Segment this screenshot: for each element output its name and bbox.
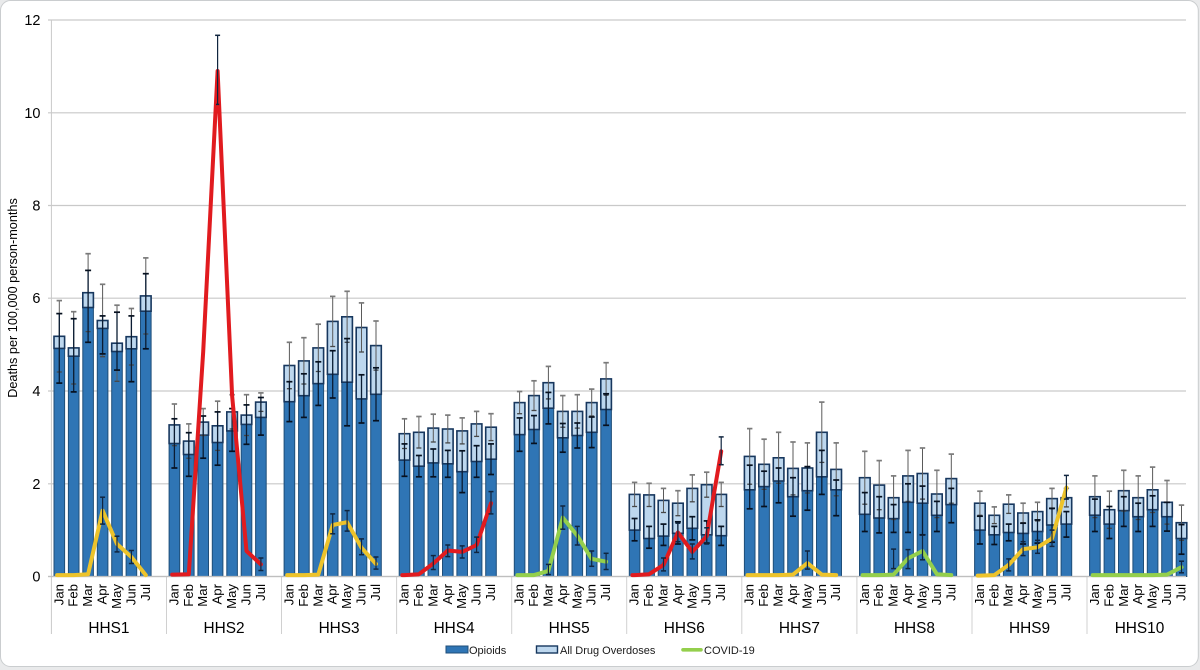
svg-text:Jun: Jun (239, 584, 254, 605)
svg-text:May: May (1030, 584, 1045, 609)
svg-text:Apr: Apr (95, 583, 110, 604)
svg-text:May: May (684, 584, 699, 609)
svg-text:HHS6: HHS6 (664, 620, 705, 637)
svg-text:HHS8: HHS8 (894, 620, 935, 637)
svg-text:Apr: Apr (440, 583, 455, 604)
svg-text:Jun: Jun (1044, 584, 1059, 605)
svg-text:Mar: Mar (886, 583, 901, 606)
svg-text:May: May (454, 584, 469, 609)
svg-text:Jan: Jan (512, 584, 527, 605)
svg-text:Apr: Apr (1015, 583, 1030, 604)
svg-text:Feb: Feb (756, 584, 771, 607)
svg-text:Jul: Jul (598, 584, 613, 601)
svg-text:Feb: Feb (66, 584, 81, 607)
svg-text:Jun: Jun (354, 584, 369, 605)
svg-text:Jun: Jun (123, 584, 138, 605)
svg-text:Mar: Mar (1001, 583, 1016, 606)
svg-text:May: May (109, 584, 124, 609)
svg-text:Jul: Jul (713, 584, 728, 601)
svg-text:Jun: Jun (929, 584, 944, 605)
svg-text:HHS4: HHS4 (434, 620, 475, 637)
svg-text:HHS7: HHS7 (779, 620, 820, 637)
svg-text:Apr: Apr (785, 583, 800, 604)
svg-text:0: 0 (32, 570, 40, 586)
svg-text:Jan: Jan (281, 584, 296, 605)
svg-text:Feb: Feb (986, 584, 1001, 607)
svg-text:May: May (569, 584, 584, 609)
svg-text:Jul: Jul (253, 584, 268, 601)
svg-text:4: 4 (32, 384, 40, 400)
svg-text:Mar: Mar (1116, 583, 1131, 606)
svg-text:Jan: Jan (397, 584, 412, 605)
svg-text:Feb: Feb (181, 584, 196, 607)
svg-text:HHS3: HHS3 (319, 620, 360, 637)
svg-text:May: May (799, 584, 814, 609)
svg-text:Apr: Apr (900, 583, 915, 604)
svg-text:Feb: Feb (526, 584, 541, 607)
svg-text:Opioids: Opioids (469, 645, 507, 657)
svg-text:All Drug Overdoses: All Drug Overdoses (560, 645, 656, 657)
svg-text:Jul: Jul (943, 584, 958, 601)
svg-text:Feb: Feb (871, 584, 886, 607)
svg-text:Mar: Mar (195, 583, 210, 606)
svg-text:May: May (339, 584, 354, 609)
svg-text:Jun: Jun (699, 584, 714, 605)
svg-text:Jan: Jan (857, 584, 872, 605)
svg-text:Jan: Jan (972, 584, 987, 605)
svg-text:10: 10 (24, 106, 40, 122)
svg-text:May: May (1145, 584, 1160, 609)
svg-text:Apr: Apr (555, 583, 570, 604)
svg-text:Mar: Mar (771, 583, 786, 606)
svg-text:Jun: Jun (584, 584, 599, 605)
svg-text:2: 2 (32, 477, 40, 493)
svg-text:Mar: Mar (80, 583, 95, 606)
svg-text:Jul: Jul (368, 584, 383, 601)
svg-text:Mar: Mar (425, 583, 440, 606)
svg-text:Jul: Jul (1058, 584, 1073, 601)
svg-text:Jul: Jul (1174, 584, 1189, 601)
svg-text:Jun: Jun (814, 584, 829, 605)
svg-text:6: 6 (32, 291, 40, 307)
svg-text:Jan: Jan (742, 584, 757, 605)
svg-text:Jul: Jul (828, 584, 843, 601)
svg-text:May: May (224, 584, 239, 609)
svg-text:8: 8 (32, 199, 40, 215)
svg-text:Feb: Feb (296, 584, 311, 607)
svg-text:Mar: Mar (310, 583, 325, 606)
svg-text:Jun: Jun (1159, 584, 1174, 605)
svg-text:Deaths per 100,000 person-mont: Deaths per 100,000 person-months (6, 198, 20, 398)
svg-text:Jun: Jun (469, 584, 484, 605)
svg-text:HHS2: HHS2 (203, 620, 244, 637)
svg-text:Jan: Jan (627, 584, 642, 605)
svg-text:Feb: Feb (641, 584, 656, 607)
svg-text:Jul: Jul (138, 584, 153, 601)
svg-text:Mar: Mar (540, 583, 555, 606)
svg-text:Mar: Mar (656, 583, 671, 606)
svg-text:Jan: Jan (51, 584, 66, 605)
svg-text:12: 12 (24, 13, 40, 29)
svg-text:Feb: Feb (1101, 584, 1116, 607)
svg-text:HHS1: HHS1 (88, 620, 129, 637)
svg-text:COVID-19: COVID-19 (704, 645, 755, 657)
svg-text:Jan: Jan (1087, 584, 1102, 605)
svg-text:Apr: Apr (210, 583, 225, 604)
svg-text:Apr: Apr (670, 583, 685, 604)
svg-text:Jan: Jan (166, 584, 181, 605)
svg-text:Apr: Apr (325, 583, 340, 604)
svg-text:HHS10: HHS10 (1115, 620, 1165, 637)
svg-text:Feb: Feb (411, 584, 426, 607)
svg-text:HHS5: HHS5 (549, 620, 590, 637)
svg-text:May: May (915, 584, 930, 609)
svg-text:Jul: Jul (483, 584, 498, 601)
svg-text:HHS9: HHS9 (1009, 620, 1050, 637)
svg-text:Apr: Apr (1130, 583, 1145, 604)
